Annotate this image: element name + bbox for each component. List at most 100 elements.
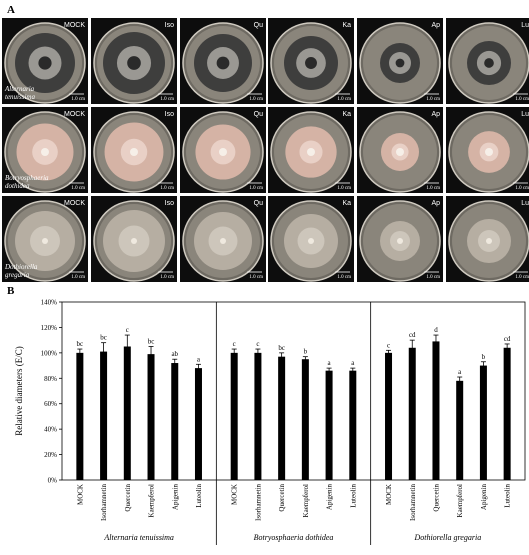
organism-label: Botryosphaeria bbox=[5, 174, 49, 182]
y-tick-label: 100% bbox=[41, 349, 58, 357]
bar bbox=[479, 365, 487, 480]
error-bar bbox=[124, 334, 130, 358]
panel-a-letter: A bbox=[7, 4, 15, 16]
significance-letter: bc bbox=[100, 334, 107, 342]
y-tick-label: 20% bbox=[44, 451, 57, 459]
scale-bar-label: 1.0 cm bbox=[71, 275, 85, 280]
plate-treatment-label: Ka bbox=[342, 111, 351, 118]
error-bar bbox=[504, 343, 510, 352]
significance-letter: b bbox=[304, 348, 308, 356]
panel-b-letter: B bbox=[7, 285, 15, 297]
scale-bar-label: 1.0 cm bbox=[337, 186, 351, 191]
significance-letter: c bbox=[233, 340, 236, 348]
x-category-label: MOCK bbox=[76, 484, 84, 505]
error-bar bbox=[255, 348, 261, 357]
error-bar bbox=[480, 361, 486, 370]
scale-bar-label: 1.0 cm bbox=[515, 275, 529, 280]
relative-diameter-bar-chart: 0% 20% 40% 60% 80% 100% 120% 140% Relative diame… bbox=[0, 290, 529, 550]
significance-letter: bc bbox=[278, 344, 285, 352]
bar bbox=[76, 352, 84, 480]
bar bbox=[301, 359, 309, 480]
x-category-label: Luteolin bbox=[504, 484, 512, 508]
scale-bar-label: 1.0 cm bbox=[337, 275, 351, 280]
bar bbox=[230, 352, 238, 480]
scale-bar-label: 1.0 cm bbox=[71, 186, 85, 191]
organism-label: tenuissima bbox=[5, 93, 35, 101]
scale-bar-label: 1.0 cm bbox=[515, 97, 529, 102]
bar bbox=[278, 356, 286, 480]
petri-plate: Qu 1.0 cm bbox=[180, 107, 266, 193]
x-category-label: Isorhamnetin bbox=[100, 484, 108, 521]
plot-frame bbox=[61, 301, 526, 481]
significance-letter: c bbox=[256, 340, 259, 348]
group-label: Botryosphaeria dothidea bbox=[254, 533, 334, 542]
plate-treatment-label: Ap bbox=[431, 111, 440, 118]
plate-treatment-label: Qu bbox=[254, 111, 263, 118]
x-category-label: Quercetin bbox=[278, 484, 286, 512]
significance-letter: bc bbox=[148, 338, 155, 346]
x-category-label: Apigenin bbox=[326, 484, 334, 511]
petri-plate: Ka 1.0 cm bbox=[268, 196, 354, 282]
plate-treatment-label: Lu bbox=[521, 22, 529, 29]
error-bar bbox=[148, 346, 154, 362]
x-category-label: Luteolin bbox=[195, 484, 203, 508]
significance-letter: cd bbox=[409, 331, 416, 339]
scale-bar-label: 1.0 cm bbox=[515, 186, 529, 191]
significance-letter: bc bbox=[77, 340, 84, 348]
significance-letter: cd bbox=[504, 335, 511, 343]
scale-bar-label: 1.0 cm bbox=[71, 97, 85, 102]
petri-plate: Iso 1.0 cm bbox=[91, 107, 177, 193]
error-bar bbox=[77, 348, 83, 357]
scale-bar-label: 1.0 cm bbox=[249, 186, 263, 191]
error-bar bbox=[433, 334, 439, 348]
scale-bar-label: 1.0 cm bbox=[426, 275, 440, 280]
organism-label: Dothiorella bbox=[4, 263, 38, 271]
x-category-label: Quercetin bbox=[432, 484, 440, 512]
petri-plate: Ap 1.0 cm bbox=[357, 18, 443, 104]
plate-treatment-label: Ap bbox=[431, 200, 440, 207]
x-category-label: Quercetin bbox=[124, 484, 132, 512]
scale-bar-label: 1.0 cm bbox=[160, 275, 174, 280]
scale-bar-label: 1.0 cm bbox=[337, 97, 351, 102]
petri-plate: Lu 1.0 cm bbox=[446, 196, 529, 282]
scale-bar-label: 1.0 cm bbox=[249, 275, 263, 280]
error-bar bbox=[172, 358, 178, 367]
error-bar bbox=[326, 367, 332, 374]
organism-label: Alternaria bbox=[4, 85, 35, 93]
petri-plate: Ka 1.0 cm bbox=[268, 18, 354, 104]
organism-label: gregaria bbox=[5, 271, 30, 279]
x-category-label: MOCK bbox=[231, 484, 239, 505]
significance-letter: b bbox=[482, 353, 486, 361]
plate-treatment-label: Iso bbox=[165, 111, 174, 118]
x-category-label: MOCK bbox=[385, 484, 393, 505]
plate-treatment-label: Lu bbox=[521, 200, 529, 207]
plate-treatment-label: Lu bbox=[521, 111, 529, 118]
error-bar bbox=[231, 348, 237, 357]
error-bar bbox=[409, 339, 415, 356]
scale-bar-label: 1.0 cm bbox=[426, 186, 440, 191]
y-tick-label: 0% bbox=[48, 477, 58, 485]
group-label: Alternaria tenuissima bbox=[103, 533, 174, 542]
error-bar bbox=[386, 349, 392, 356]
group-label: Dothiorella gregaria bbox=[413, 533, 481, 542]
x-category-label: Apigenin bbox=[171, 484, 179, 511]
y-tick-label: 120% bbox=[41, 324, 58, 332]
plate-treatment-label: Ap bbox=[431, 22, 440, 29]
significance-letter: a bbox=[458, 368, 462, 376]
bar bbox=[349, 370, 357, 480]
scale-bar-label: 1.0 cm bbox=[160, 97, 174, 102]
plate-treatment-label: Iso bbox=[165, 22, 174, 29]
y-tick-label: 60% bbox=[44, 400, 57, 408]
plate-treatment-label: Qu bbox=[254, 200, 263, 207]
error-bar bbox=[302, 356, 308, 362]
x-category-label: Isorhamnetin bbox=[409, 484, 417, 521]
bar bbox=[408, 347, 416, 480]
bar bbox=[456, 380, 464, 480]
bar bbox=[123, 346, 131, 480]
bar bbox=[503, 347, 511, 480]
plate-treatment-label: Ka bbox=[342, 22, 351, 29]
x-category-label: Kaempferol bbox=[456, 484, 464, 517]
y-tick-label: 140% bbox=[41, 299, 58, 307]
bar bbox=[171, 363, 179, 480]
bar bbox=[147, 354, 155, 480]
